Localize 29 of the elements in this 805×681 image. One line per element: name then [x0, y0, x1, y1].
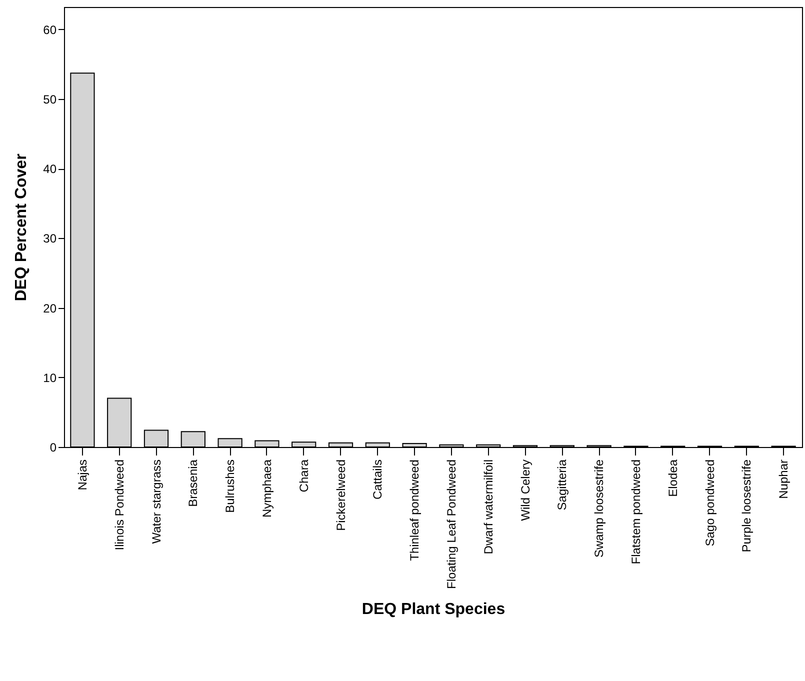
x-tick-label: Swamp loosestrife	[592, 459, 606, 558]
x-tick-label: Nuphar	[776, 460, 791, 499]
x-tick-label: Chara	[296, 459, 311, 492]
x-tick-label: Sago pondweed	[702, 460, 717, 546]
x-tick-label: Brasenia	[186, 459, 200, 507]
x-tick-label: Ilinois Pondweed	[112, 460, 126, 550]
x-tick-label: Sagitteria	[555, 459, 570, 510]
y-tick-label: 0	[50, 440, 57, 454]
y-tick-label: 50	[43, 92, 57, 106]
x-tick-label: Wild Celery	[518, 460, 532, 521]
x-tick-label: Thinleaf pondweed	[408, 460, 422, 561]
y-axis-title: DEQ Percent Cover	[13, 154, 30, 302]
x-tick-label: Purple loosestrife	[740, 459, 754, 552]
y-tick-label: 40	[43, 162, 57, 176]
x-tick-label: Dwarf watermilfoil	[481, 460, 496, 554]
x-tick-label: Bulrushes	[223, 460, 238, 513]
x-tick-label: Elodea	[666, 459, 680, 497]
x-tick-label: Pickerelweed	[334, 460, 348, 531]
x-tick-label: Water stargrass	[149, 460, 164, 544]
y-tick-label: 10	[43, 370, 57, 385]
x-tick-label: Najas	[75, 460, 90, 490]
x-tick-label: Cattails	[370, 460, 385, 500]
x-axis-title: DEQ Plant Species	[362, 600, 506, 618]
y-tick-label: 60	[43, 22, 57, 37]
y-tick-label: 30	[43, 232, 57, 246]
x-tick-label: Flatstem pondweed	[628, 460, 643, 564]
y-tick-label: 20	[43, 301, 57, 316]
x-tick-label: Nymphaea	[260, 459, 274, 518]
x-tick-label: Floating Leaf Pondweed	[444, 460, 458, 589]
